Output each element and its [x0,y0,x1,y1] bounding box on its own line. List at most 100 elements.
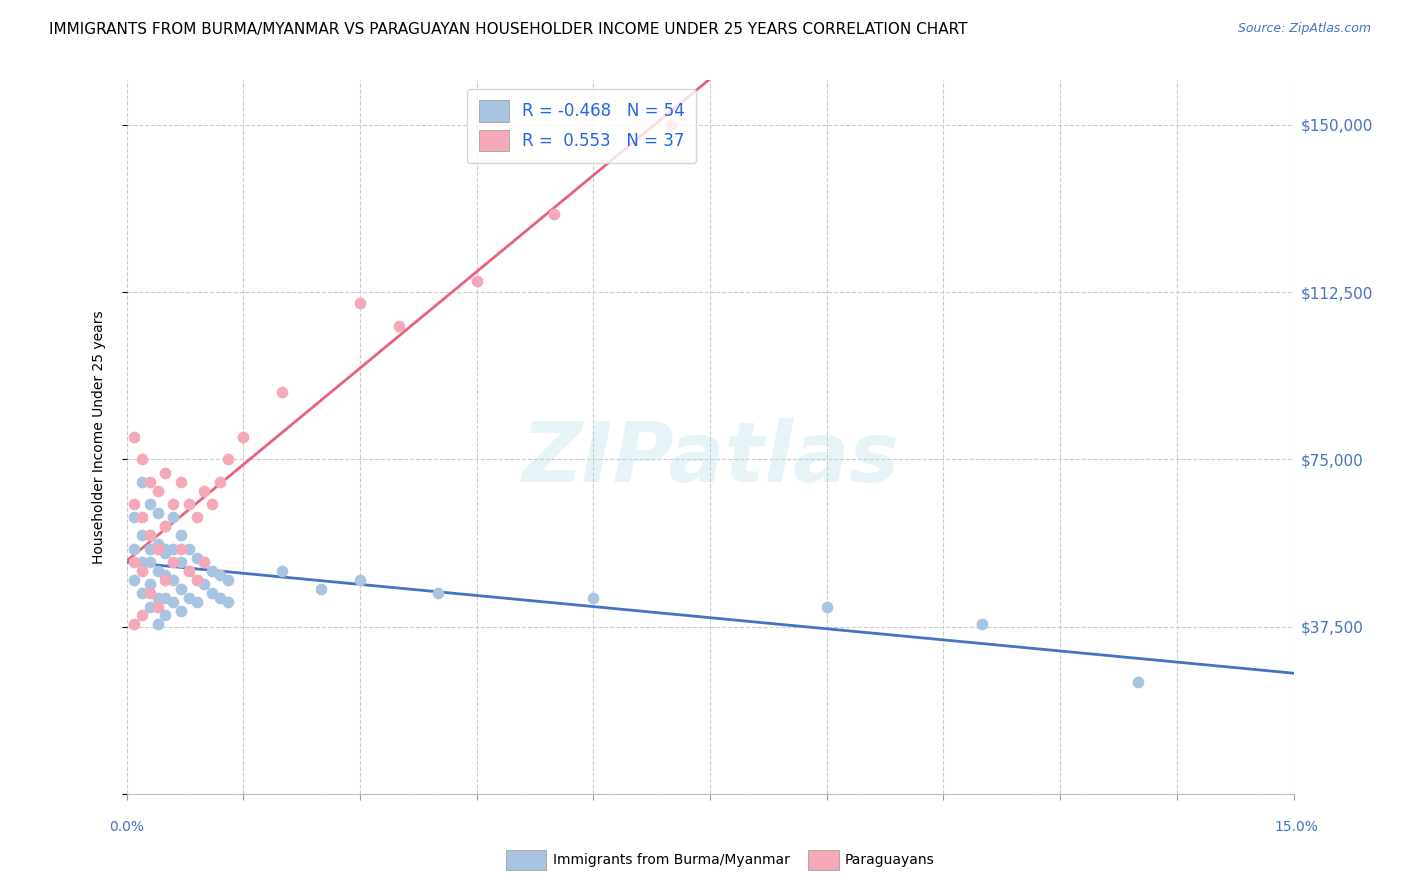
Point [349,573,371,587]
Point [1126,675,1149,690]
Point [146,617,169,632]
Point [155,573,177,587]
Text: Source: ZipAtlas.com: Source: ZipAtlas.com [1237,22,1371,36]
Point [170,528,193,542]
Point [186,595,208,609]
Point [208,568,231,582]
Point [146,599,169,614]
Point [170,604,193,618]
Point [124,573,146,587]
Point [659,118,682,132]
Text: ZIPatlas: ZIPatlas [522,418,898,499]
Point [162,497,184,511]
Point [155,519,177,533]
Point [124,555,146,569]
Point [155,568,177,582]
Legend: R = -0.468   N = 54, R =  0.553   N = 37: R = -0.468 N = 54, R = 0.553 N = 37 [467,88,696,163]
Point [162,595,184,609]
Point [162,573,184,587]
Point [309,582,332,596]
Point [217,452,239,467]
Text: Paraguayans: Paraguayans [845,853,935,867]
Point [201,497,224,511]
Point [155,591,177,605]
Point [155,541,177,556]
Point [162,510,184,524]
Point [146,506,169,520]
Point [170,541,193,556]
Point [201,586,224,600]
Point [217,573,239,587]
Point [388,318,411,333]
Text: Immigrants from Burma/Myanmar: Immigrants from Burma/Myanmar [553,853,789,867]
Point [170,555,193,569]
Point [271,385,294,400]
Point [177,564,200,578]
Point [232,430,254,444]
Point [193,555,215,569]
Point [155,546,177,560]
Point [186,510,208,524]
Y-axis label: Householder Income Under 25 years: Householder Income Under 25 years [91,310,105,564]
Point [124,430,146,444]
Point [177,564,200,578]
Point [582,591,605,605]
Point [139,528,162,542]
Point [146,483,169,498]
Point [271,564,294,578]
Point [162,541,184,556]
Point [543,207,565,221]
Point [177,497,200,511]
Point [186,573,208,587]
Point [139,577,162,591]
Text: IMMIGRANTS FROM BURMA/MYANMAR VS PARAGUAYAN HOUSEHOLDER INCOME UNDER 25 YEARS CO: IMMIGRANTS FROM BURMA/MYANMAR VS PARAGUA… [49,22,967,37]
Point [131,608,153,623]
Point [426,586,449,600]
Point [139,586,162,600]
Point [146,537,169,551]
Point [139,599,162,614]
Point [124,510,146,524]
Point [131,528,153,542]
Point [170,582,193,596]
Point [162,555,184,569]
Point [155,466,177,480]
Point [177,591,200,605]
Text: 15.0%: 15.0% [1274,821,1319,834]
Point [193,555,215,569]
Point [146,591,169,605]
Point [131,564,153,578]
Text: 0.0%: 0.0% [110,821,143,834]
Point [124,617,146,632]
Point [972,617,994,632]
Point [208,475,231,489]
Point [193,577,215,591]
Point [146,564,169,578]
Point [139,475,162,489]
Point [815,599,838,614]
Point [146,541,169,556]
Point [155,519,177,533]
Point [124,541,146,556]
Point [193,483,215,498]
Point [186,573,208,587]
Point [139,555,162,569]
Point [131,586,153,600]
Point [124,497,146,511]
Point [170,475,193,489]
Point [177,541,200,556]
Point [131,555,153,569]
Point [131,510,153,524]
Point [201,564,224,578]
Point [131,452,153,467]
Point [217,595,239,609]
Point [155,608,177,623]
Point [465,274,488,288]
Point [186,550,208,565]
Point [349,296,371,310]
Point [139,497,162,511]
Point [208,591,231,605]
Point [139,528,162,542]
Point [139,541,162,556]
Point [131,475,153,489]
